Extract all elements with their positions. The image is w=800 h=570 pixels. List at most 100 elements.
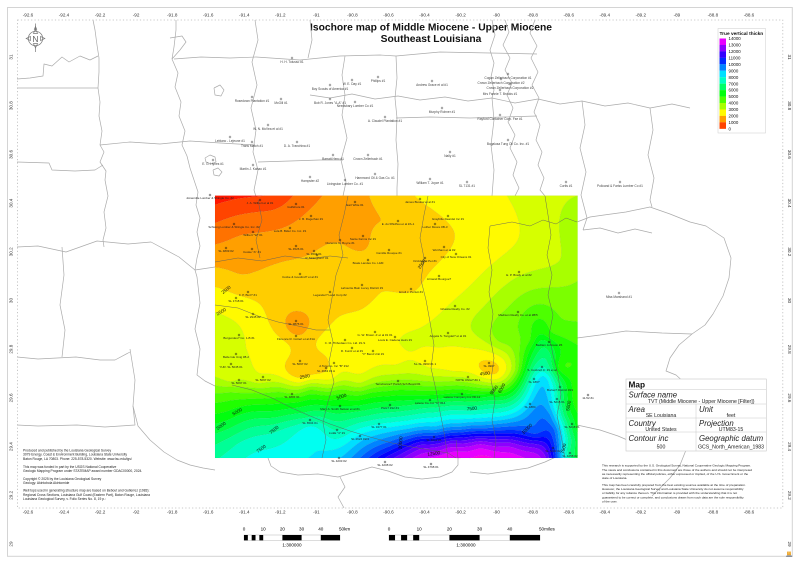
svg-text:-91: -91 [313,509,320,514]
svg-text:30.8: 30.8 [787,101,792,110]
svg-text:Latene Co. Inc "C" #14: Latene Co. Inc "C" #14 [415,401,446,405]
svg-text:30.2: 30.2 [787,247,792,256]
svg-text:Barratt Hero #1: Barratt Hero #1 [322,157,344,161]
svg-text:3079 Energy, Coast & Environme: 3079 Energy, Coast & Environment Buildin… [23,453,127,457]
svg-text:-88.6: -88.6 [744,509,755,514]
svg-text:29.4: 29.4 [787,442,792,451]
svg-text:William T. Joyce #1: William T. Joyce #1 [416,181,443,185]
svg-text:LL&E "4" #1: LL&E "4" #1 [329,431,345,435]
svg-text:SL 4504 #1: SL 4504 #1 [306,252,322,256]
svg-text:-89.6: -89.6 [564,509,575,514]
svg-text:31: 31 [787,54,792,60]
svg-text:Policand & Fariss Lumber Co #1: Policand & Fariss Lumber Co #1 [597,184,643,188]
svg-text:F. P. Burt? #1: F. P. Burt? #1 [239,293,257,297]
svg-text:-90.4: -90.4 [419,13,430,18]
svg-text:29.2: 29.2 [787,491,792,500]
svg-text:7500: 7500 [256,444,268,454]
svg-text:2500: 2500 [417,258,427,270]
svg-text:E. G. Hynes #1: E. G. Hynes #1 [202,162,224,166]
svg-text:Lula B. Bider Co. Inc. #1: Lula B. Bider Co. Inc. #1 [274,229,307,233]
svg-text:Cogan Zellerbach Corporation #: Cogan Zellerbach Corporation #1 [484,76,531,80]
svg-text:Mary A. Smith Nelson et al #1: Mary A. Smith Nelson et al #1 [320,407,360,411]
svg-text:-88.8: -88.8 [708,13,719,18]
svg-text:-89.8: -89.8 [527,13,538,18]
svg-text:United States: United States [645,427,677,433]
svg-text:SL 4526 #1: SL 4526 #1 [288,247,304,251]
svg-text:Florence R. Cottert et al #1A: Florence R. Cottert et al #1A [277,337,315,341]
svg-text:TVT (Middle Miocene - Upper Mi: TVT (Middle Miocene - Upper Miocene [Fil… [648,399,755,405]
svg-text:30.4: 30.4 [787,199,792,208]
svg-text:SL 4768 #1: SL 4768 #1 [423,465,439,469]
svg-text:Needsbary Lumber Co #1: Needsbary Lumber Co #1 [337,104,374,108]
svg-text:Southeast Louisiana: Southeast Louisiana [381,34,482,45]
svg-text:N: N [32,34,38,44]
svg-text:D. A. Tranchina #1: D. A. Tranchina #1 [284,144,310,148]
svg-text:UTM83-15: UTM83-15 [719,427,744,433]
svg-text:31: 31 [9,54,14,60]
svg-text:SL 5097 #1: SL 5097 #1 [231,381,247,385]
svg-text:-89.4: -89.4 [600,13,611,18]
svg-text:SL 4809 #2: SL 4809 #2 [218,249,234,253]
svg-text:Louis E. Cadena Heirs #1: Louis E. Cadena Heirs #1 [378,338,413,342]
svg-text:Regional Cross Sections, Louis: Regional Cross Sections, Louisiana Gulf … [23,493,150,497]
svg-text:40: 40 [507,527,513,532]
svg-text:P. Straughan? #1: P. Straughan? #1 [306,256,329,260]
svg-text:J. A. Wilbert et al #1: J. A. Wilbert et al #1 [247,201,274,205]
svg-text:Sante Farms Inc #1: Sante Farms Inc #1 [350,237,377,241]
svg-text:SL 5215 #1: SL 5215 #1 [549,400,565,404]
svg-text:Boy Scouts of America #1: Boy Scouts of America #1 [312,87,349,91]
svg-text:-90.6: -90.6 [383,509,394,514]
svg-text:10000: 10000 [729,62,742,67]
svg-text:True vertical thickn: True vertical thickn [720,31,764,37]
svg-text:7500: 7500 [560,443,568,455]
svg-text:Crown Zellerbach Corporation #: Crown Zellerbach Corporation #2 [478,81,525,85]
svg-text:20: 20 [447,527,453,532]
svg-text:13000: 13000 [729,43,742,48]
svg-text:SL 4203 #2: SL 4203 #2 [545,449,561,453]
svg-text:-90.8: -90.8 [347,13,358,18]
svg-text:SL 189?: SL 189? [528,380,539,384]
svg-text:-91.4: -91.4 [239,509,250,514]
svg-text:29.2: 29.2 [9,490,14,499]
svg-text:Crown Zellerbach #1: Crown Zellerbach #1 [353,157,383,161]
svg-text:Martin J. Kahao #1: Martin J. Kahao #1 [240,167,267,171]
svg-text:Livingston Lumber Co. #1: Livingston Lumber Co. #1 [327,182,364,186]
svg-text:Legander? Land Corp #2: Legander? Land Corp #2 [313,293,347,297]
svg-text:30.2: 30.2 [9,247,14,256]
svg-text:10000: 10000 [397,436,403,450]
svg-text:Schwing Lumber & Shingle Co. I: Schwing Lumber & Shingle Co. Inc. #2 [208,225,260,229]
svg-text:Area: Area [628,405,646,414]
svg-text:-91.2: -91.2 [275,13,286,18]
svg-text:29.4: 29.4 [9,442,14,451]
svg-text:Bogalusa Tung Oil Co. Inc. #1: Bogalusa Tung Oil Co. Inc. #1 [487,142,530,146]
svg-text:Hammond Oil & Gas Co. #1: Hammond Oil & Gas Co. #1 [355,176,395,180]
svg-text:Mrs Fannie T. Brooks #1: Mrs Fannie T. Brooks #1 [483,92,518,96]
svg-text:NOTE Uhrie? #0 1: NOTE Uhrie? #0 1 [456,378,481,382]
svg-text:Rosedown Plantation #1: Rosedown Plantation #1 [235,99,270,103]
svg-text:Terrebonne? Parish Sch Board #: Terrebonne? Parish Sch Board #1 [375,382,421,386]
svg-text:7000: 7000 [729,81,739,86]
svg-text:A. Claudel Plantation #1: A. Claudel Plantation #1 [368,119,402,123]
svg-text:Gulfshore #1: Gulfshore #1 [287,205,305,209]
svg-text:7500: 7500 [467,406,478,412]
svg-text:-92.6: -92.6 [23,509,34,514]
svg-text:30.6: 30.6 [787,150,792,159]
svg-text:2500: 2500 [221,284,232,295]
svg-text:Camille Rouque #1: Camille Rouque #1 [376,251,402,255]
svg-text:E. do Rhidhsu et al #A-1: E. do Rhidhsu et al #A-1 [382,222,415,226]
svg-text:50km: 50km [339,527,350,532]
svg-text:Geology: Akintobola Akintomide: Geology: Akintobola Akintomide [23,481,70,485]
svg-text:Erroll J. Pertuit #1: Erroll J. Pertuit #1 [399,290,423,294]
svg-text:9000: 9000 [489,384,500,395]
svg-text:-89.4: -89.4 [600,509,611,514]
svg-text:-90.6: -90.6 [383,13,394,18]
svg-text:-92: -92 [133,509,140,514]
svg-text:12000: 12000 [729,49,742,54]
svg-text:0: 0 [243,527,246,532]
svg-text:-91.8: -91.8 [167,509,178,514]
svg-text:0: 0 [729,126,732,131]
svg-text:-90: -90 [493,509,500,514]
svg-text:This map was funded in part by: This map was funded in part by the USGS … [23,465,116,469]
svg-text:-89.2: -89.2 [636,509,647,514]
svg-text:-90.8: -90.8 [347,509,358,514]
